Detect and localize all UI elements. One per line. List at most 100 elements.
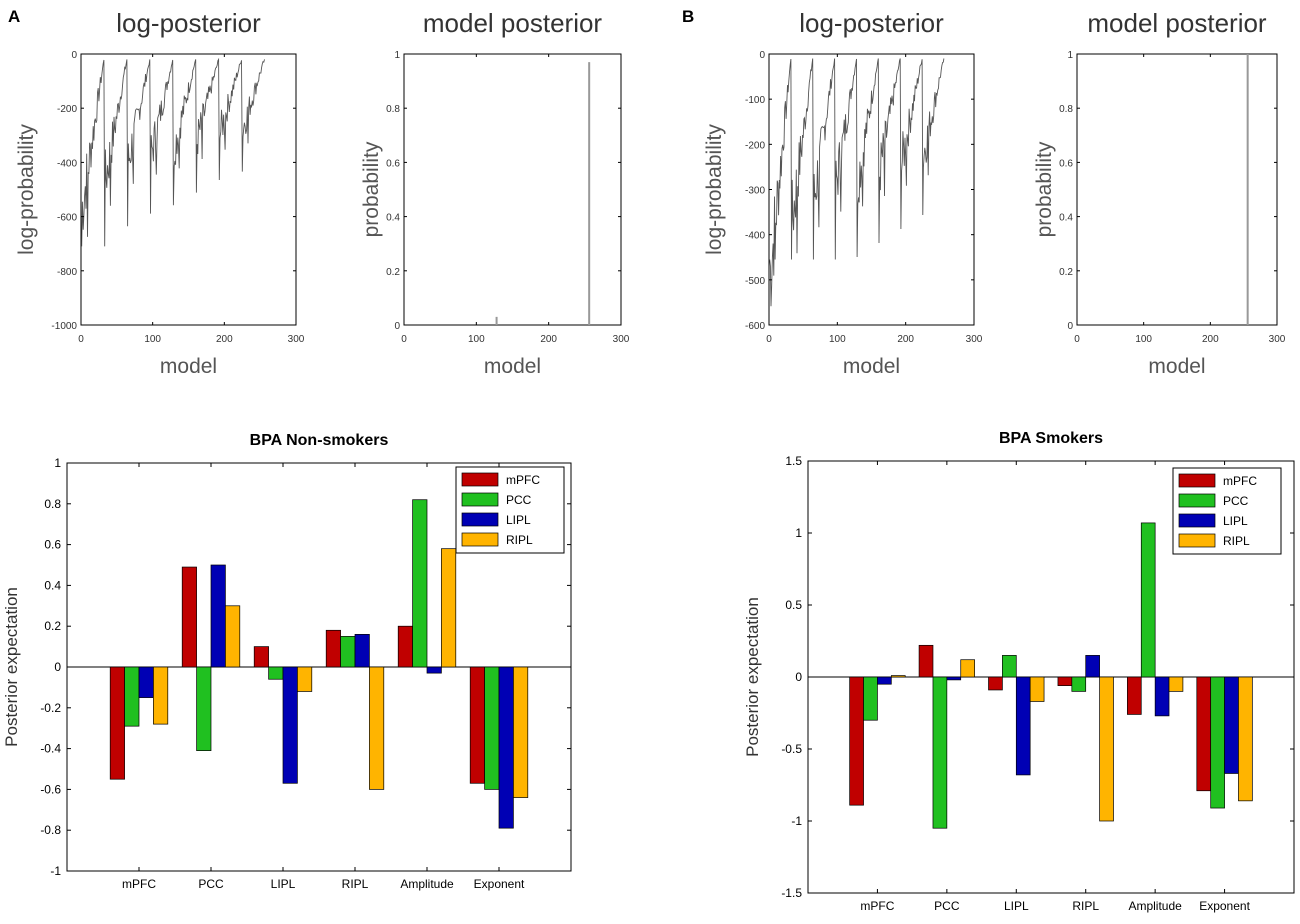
b-model-posterior-xlabel: model — [1148, 355, 1205, 378]
b-bpa-smokers-ytick-label: 1.5 — [785, 454, 802, 468]
b-log-posterior-xtick-label: 0 — [766, 334, 772, 345]
a-bpa-nonsmokers-ytick-label: 0.8 — [44, 497, 61, 511]
b-model-posterior-ytick-label: 0.6 — [1059, 158, 1073, 169]
b-log-posterior-xlabel: model — [843, 355, 900, 378]
b-bpa-smokers-ylabel: Posterior expectation — [743, 597, 762, 757]
a-model-posterior-axes-box — [403, 53, 622, 326]
a-model-posterior-ytick-label: 0.8 — [386, 104, 400, 115]
a-bpa-nonsmokers-bar-lipl — [426, 666, 442, 674]
a-bpa-nonsmokers-bar-mpfc — [109, 666, 125, 780]
a-bpa-nonsmokers-bar-ripl — [441, 548, 457, 668]
b-bpa-smokers-xtick-label: Exponent — [1199, 899, 1250, 913]
a-bpa-nonsmokers-bar-pcc — [412, 499, 428, 668]
a-bpa-nonsmokers-bar-ripl — [153, 666, 169, 725]
a-model-posterior-ytick-label: 0 — [394, 321, 400, 332]
a-bpa-nonsmokers-bar-mpfc — [253, 646, 269, 668]
a-bpa-nonsmokers-ytick-label: 0.2 — [44, 619, 61, 633]
panel-label-a: A — [8, 7, 20, 26]
b-bpa-smokers-ytick-label: -1 — [791, 814, 802, 828]
b-log-posterior-xtick-label: 300 — [966, 334, 983, 345]
b-model-posterior-ytick-label: 0.2 — [1059, 267, 1073, 278]
a-bpa-nonsmokers-bar-lipl — [498, 666, 514, 829]
a-bpa-nonsmokers-bar-lipl — [282, 666, 298, 784]
a-bpa-nonsmokers-legend-label-pcc: PCC — [506, 493, 532, 507]
a-log-posterior-ytick-label: -200 — [57, 104, 77, 115]
a-log-posterior-xtick-label: 100 — [144, 334, 161, 345]
b-bpa-smokers-xtick-label: mPFC — [860, 899, 894, 913]
a-bpa-nonsmokers-bar-ripl — [225, 605, 241, 668]
a-model-posterior-ylabel: probability — [360, 141, 383, 237]
b-bpa-smokers-ytick-label: -0.5 — [781, 742, 802, 756]
a-bpa-nonsmokers-ytick-label: 0.6 — [44, 538, 61, 552]
a-bpa-nonsmokers-legend-swatch-ripl — [461, 532, 499, 547]
a-bpa-nonsmokers-xtick-label: RIPL — [342, 877, 369, 891]
a-model-posterior-xtick-label: 0 — [401, 334, 407, 345]
a-log-posterior-ytick-label: -1000 — [51, 321, 77, 332]
b-model-posterior-xtick-label: 0 — [1074, 334, 1080, 345]
b-log-posterior-ytick-label: -100 — [745, 95, 765, 106]
a-bpa-nonsmokers-legend-swatch-mpfc — [461, 472, 499, 487]
b-bpa-smokers-bar-pcc — [1140, 522, 1156, 678]
b-model-posterior-ylabel: probability — [1033, 141, 1056, 237]
chart-b-log-posterior: 0 100 200 300 0 -100 -200 -300 -400 -500 -600 log-p… — [703, 8, 983, 378]
chart-b-model-posterior: 0 100 200 300 0 0.2 0.4 0.6 0.8 1 model posterior m… — [1033, 8, 1286, 378]
b-bpa-smokers-bar-mpfc — [849, 676, 864, 806]
a-bpa-nonsmokers-bar-mpfc — [181, 566, 197, 668]
a-log-posterior-xtick-label: 0 — [78, 334, 84, 345]
a-model-posterior-xtick-label: 300 — [613, 334, 630, 345]
a-bpa-nonsmokers-ytick-label: 0.4 — [44, 578, 61, 592]
chart-a-model-posterior: 0 100 200 300 0 0.2 0.4 0.6 0.8 1 model posterior m… — [360, 8, 630, 378]
b-bpa-smokers-bar-lipl — [1015, 676, 1031, 776]
b-bpa-smokers-legend-swatch-lipl — [1178, 513, 1216, 528]
b-log-posterior-ylabel: log-probability — [703, 124, 726, 255]
b-bpa-smokers-ytick-label: 1 — [795, 526, 802, 540]
b-bpa-smokers-bar-mpfc — [988, 676, 1003, 691]
a-bpa-nonsmokers-bar-pcc — [124, 666, 140, 727]
b-bpa-smokers-bar-lipl — [1085, 655, 1100, 678]
a-bpa-nonsmokers-bar-pcc — [196, 666, 212, 751]
a-bpa-nonsmokers-ytick-label: -1 — [50, 864, 61, 878]
a-bpa-nonsmokers-bar-pcc — [268, 666, 284, 680]
b-bpa-smokers-legend-label-lipl: LIPL — [1223, 514, 1248, 528]
a-bpa-nonsmokers-legend-label-mpfc: mPFC — [506, 473, 540, 487]
a-log-posterior-xtick-label: 300 — [288, 334, 305, 345]
b-model-posterior-axes-box — [1076, 53, 1278, 326]
b-bpa-smokers-bar-ripl — [1099, 676, 1114, 822]
chart-a-bpa-nonsmokers: -1 -0.8 -0.6 -0.4 -0.2 0 0.2 0.4 0.6 0.8 1 mPFC PCC L… — [2, 432, 572, 891]
a-model-posterior-ytick-label: 0.6 — [386, 158, 400, 169]
b-bpa-smokers-bar-pcc — [1071, 676, 1087, 692]
a-bpa-nonsmokers-legend-swatch-lipl — [461, 512, 499, 527]
b-model-posterior-title: model posterior — [1087, 8, 1267, 38]
a-model-posterior-ytick-label: 0.4 — [386, 213, 400, 224]
b-bpa-smokers-bar-ripl — [1238, 676, 1253, 802]
a-bpa-nonsmokers-xtick-label: Exponent — [474, 877, 525, 891]
a-log-posterior-ytick-label: 0 — [71, 50, 77, 61]
a-log-posterior-ytick-label: -400 — [57, 158, 77, 169]
b-bpa-smokers-bar-mpfc — [1196, 676, 1212, 792]
b-bpa-smokers-legend-label-ripl: RIPL — [1223, 534, 1250, 548]
b-model-posterior-xtick-label: 100 — [1135, 334, 1152, 345]
b-log-posterior-series-line — [769, 58, 945, 307]
b-bpa-smokers-ytick-label: -1.5 — [781, 886, 802, 900]
a-bpa-nonsmokers-ytick-label: -0.4 — [40, 742, 61, 756]
a-bpa-nonsmokers-bar-lipl — [138, 666, 154, 698]
b-bpa-smokers-bar-lipl — [946, 676, 962, 681]
a-bpa-nonsmokers-xtick-label: mPFC — [122, 877, 156, 891]
b-bpa-smokers-bar-ripl — [1029, 676, 1045, 702]
panel-label-b: B — [682, 7, 694, 26]
b-bpa-smokers-legend-swatch-ripl — [1178, 533, 1216, 548]
b-model-posterior-ytick-label: 0.4 — [1059, 213, 1073, 224]
b-log-posterior-xtick-label: 200 — [897, 334, 914, 345]
b-model-posterior-xtick-label: 300 — [1269, 334, 1286, 345]
a-bpa-nonsmokers-xtick-label: Amplitude — [400, 877, 454, 891]
a-log-posterior-ytick-label: -600 — [57, 213, 77, 224]
a-bpa-nonsmokers-ytick-label: 1 — [54, 456, 61, 470]
a-bpa-nonsmokers-title: BPA Non-smokers — [250, 432, 389, 449]
a-bpa-nonsmokers-legend-label-ripl: RIPL — [506, 533, 533, 547]
a-bpa-nonsmokers-ylabel: Posterior expectation — [2, 587, 21, 747]
a-bpa-nonsmokers-legend-label-lipl: LIPL — [506, 513, 531, 527]
b-bpa-smokers-bar-mpfc — [1127, 676, 1142, 715]
b-bpa-smokers-legend-swatch-mpfc — [1178, 473, 1216, 488]
a-model-posterior-bar — [495, 316, 498, 325]
